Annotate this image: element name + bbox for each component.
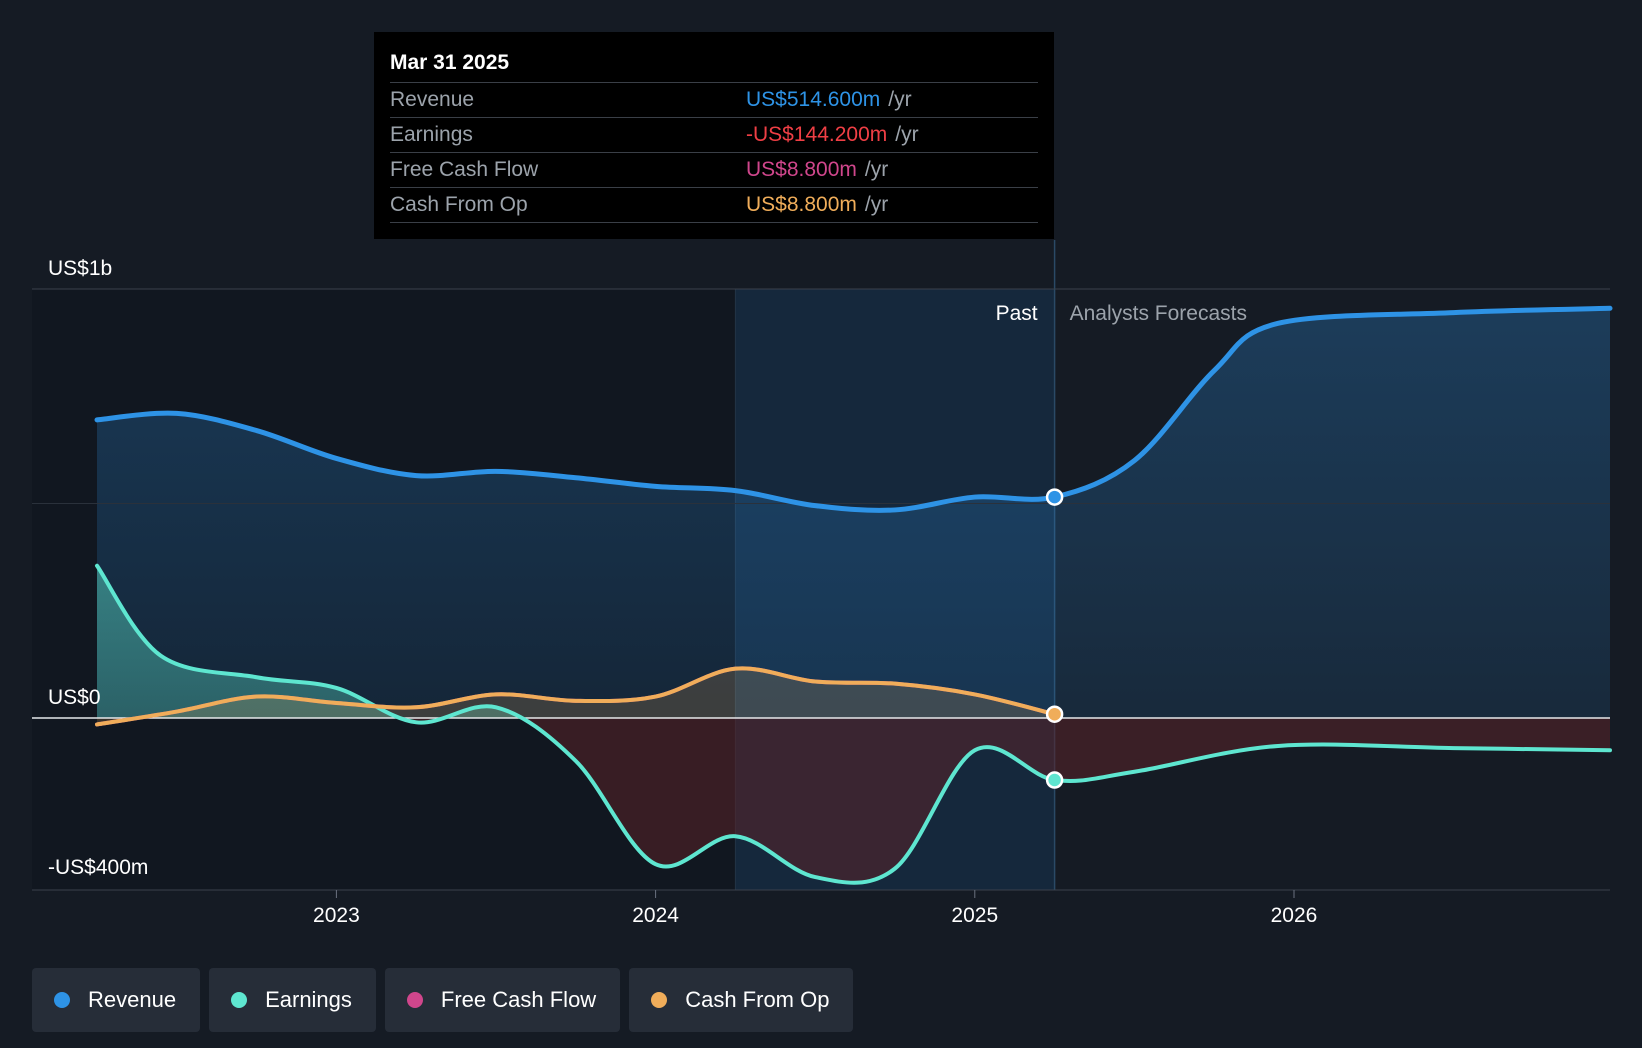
tooltip-value: -US$144.200m <box>746 123 888 146</box>
legend-item-earnings[interactable]: Earnings <box>209 968 376 1032</box>
forecast-label: Analysts Forecasts <box>1070 302 1247 325</box>
legend: Revenue Earnings Free Cash Flow Cash Fro… <box>32 968 854 1032</box>
tooltip-value: US$514.600m <box>746 88 881 111</box>
legend-label: Free Cash Flow <box>440 987 597 1012</box>
tooltip: Mar 31 2025 Revenue US$514.600m /yr Earn… <box>374 32 1054 239</box>
tooltip-unit: /yr <box>864 193 889 216</box>
legend-label: Revenue <box>88 987 177 1012</box>
tooltip-label: Earnings <box>390 123 473 146</box>
x-tick-label: 2024 <box>632 904 679 927</box>
tooltip-value: US$8.800m <box>746 193 857 216</box>
cash-from-op-marker <box>1045 705 1064 723</box>
past-label: Past <box>996 302 1038 325</box>
free-cash-flow-dot-icon <box>406 992 423 1008</box>
x-tick-label: 2023 <box>313 904 360 927</box>
x-tick-label: 2026 <box>1271 904 1318 927</box>
earnings-area-negative <box>97 718 1610 883</box>
tooltip-label: Free Cash Flow <box>390 158 539 181</box>
earnings-line <box>95 563 1612 885</box>
tooltip-row-earnings: Earnings -US$144.200m /yr <box>390 118 1038 153</box>
revenue-dot-icon <box>54 992 70 1008</box>
tooltip-unit: /yr <box>864 158 889 181</box>
revenue-line <box>94 305 1613 513</box>
tooltip-row-cfo: Cash From Op US$8.800m /yr <box>390 188 1038 223</box>
legend-label: Earnings <box>265 987 352 1012</box>
tooltip-label: Cash From Op <box>390 193 528 216</box>
legend-item-free-cash-flow[interactable]: Free Cash Flow <box>384 968 621 1032</box>
cash-from-op-line <box>95 666 1057 727</box>
tooltip-row-revenue: Revenue US$514.600m /yr <box>390 83 1038 118</box>
revenue-area <box>97 308 1610 718</box>
earnings-marker <box>1045 771 1064 789</box>
earnings-area-positive <box>97 565 1610 718</box>
tooltip-label: Revenue <box>390 88 475 111</box>
legend-item-cash-from-op[interactable]: Cash From Op <box>629 968 854 1032</box>
y-tick-label: US$1b <box>48 257 112 280</box>
tooltip-unit: /yr <box>895 123 919 146</box>
tooltip-date: Mar 31 2025 <box>390 46 1038 83</box>
legend-item-revenue[interactable]: Revenue <box>32 968 201 1032</box>
x-tick-label: 2025 <box>951 904 998 927</box>
y-tick-label: -US$400m <box>48 856 148 879</box>
cash-from-op-dot-icon <box>651 992 668 1008</box>
revenue-marker <box>1045 488 1064 506</box>
earnings-dot-icon <box>231 992 248 1008</box>
y-tick-label: US$0 <box>48 686 101 709</box>
legend-label: Cash From Op <box>685 987 830 1012</box>
tooltip-unit: /yr <box>888 88 912 111</box>
tooltip-row-fcf: Free Cash Flow US$8.800m /yr <box>390 153 1038 188</box>
tooltip-value: US$8.800m <box>746 158 857 181</box>
